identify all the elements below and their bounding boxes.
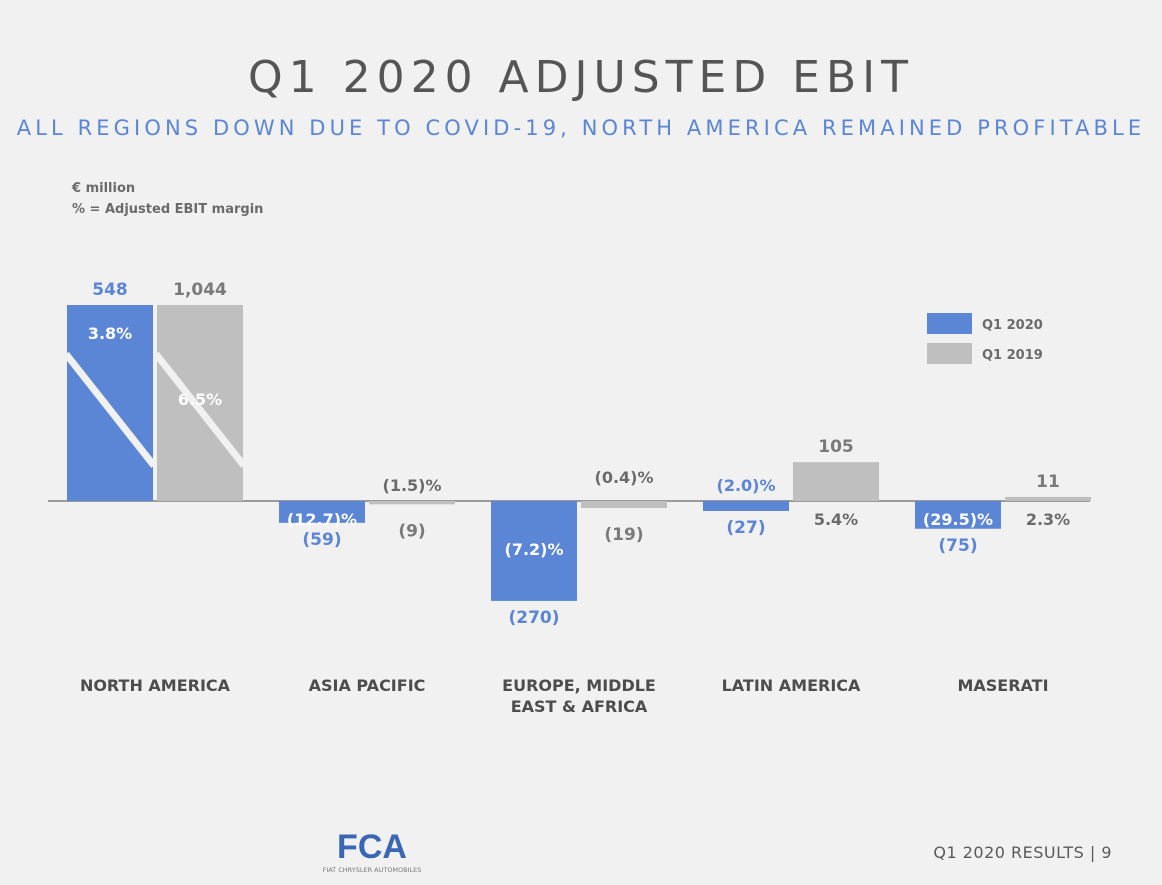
category-label: EAST & AFRICA	[511, 697, 648, 716]
axis-break-mark	[63, 351, 157, 468]
margin-label: (0.4)%	[595, 468, 654, 487]
category-label: EUROPE, MIDDLE	[502, 676, 656, 695]
fca-logo: FCA FIAT CHRYSLER AUTOMOBILES	[323, 828, 422, 874]
margin-note-line: % = Adjusted EBIT margin	[72, 202, 264, 217]
footer-page-label: Q1 2020 RESULTS | 9	[933, 843, 1112, 862]
value-label: (59)	[302, 530, 341, 550]
legend-label: Q1 2019	[982, 348, 1043, 363]
margin-label: 6.5%	[178, 390, 222, 409]
legend-label: Q1 2020	[982, 318, 1043, 333]
page-subtitle: ALL REGIONS DOWN DUE TO COVID-19, NORTH …	[16, 116, 1146, 140]
bar-q1-2020-2	[491, 501, 577, 601]
bar-q1-2019-3	[793, 462, 879, 501]
value-label: 1,044	[173, 280, 227, 300]
value-label: (270)	[508, 608, 559, 628]
bar-q1-2019-4	[1005, 496, 1091, 501]
bar-q1-2020-0	[67, 305, 153, 501]
bar-q1-2019-0	[157, 305, 243, 501]
margin-label: (12.7)%	[287, 510, 357, 529]
margin-label: 5.4%	[814, 510, 858, 529]
logo-text: FCA	[337, 828, 407, 866]
bar-q1-2020-3	[703, 501, 789, 511]
value-label: (9)	[398, 521, 425, 541]
category-label: ASIA PACIFIC	[309, 676, 426, 695]
bar-q1-2019-1	[369, 501, 455, 505]
value-label: 11	[1036, 472, 1060, 492]
margin-label: 2.3%	[1026, 510, 1070, 529]
category-label: NORTH AMERICA	[80, 676, 231, 695]
category-label: MASERATI	[957, 676, 1048, 695]
legend-swatch	[927, 343, 972, 364]
axis-break-mark	[153, 351, 247, 468]
bar-q1-2019-2	[581, 501, 667, 509]
margin-label: (2.0)%	[717, 476, 776, 495]
value-label: (75)	[938, 536, 977, 556]
legend-swatch	[927, 313, 972, 334]
value-label: (19)	[604, 525, 643, 545]
units-line: € million	[72, 181, 136, 196]
value-label: 548	[92, 280, 128, 300]
page-title: Q1 2020 ADJUSTED EBIT	[247, 52, 915, 103]
bar-q1-2020-1	[279, 501, 365, 523]
units-note: € million % = Adjusted EBIT margin	[72, 178, 263, 220]
value-label: 105	[818, 437, 854, 457]
category-label: LATIN AMERICA	[722, 676, 861, 695]
margin-label: 3.8%	[88, 324, 132, 343]
logo-tagline: FIAT CHRYSLER AUTOMOBILES	[323, 866, 422, 874]
margin-label: (29.5)%	[923, 510, 993, 529]
margin-label: (7.2)%	[505, 540, 564, 559]
bar-q1-2020-4	[915, 501, 1001, 529]
margin-label: (1.5)%	[383, 476, 442, 495]
value-label: (27)	[726, 518, 765, 538]
